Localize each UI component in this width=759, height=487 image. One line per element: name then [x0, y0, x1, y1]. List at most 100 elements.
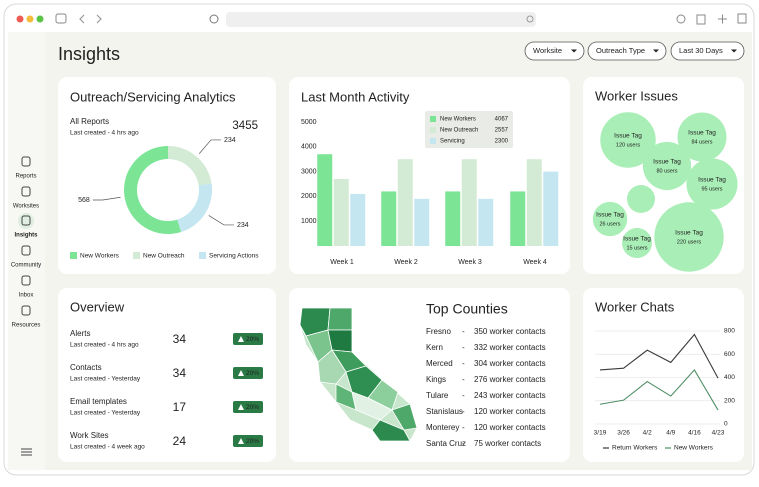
share-icon[interactable] — [696, 14, 706, 25]
legend-label: New Workers — [674, 445, 714, 452]
card-title: Last Month Activity — [301, 89, 410, 104]
county-name: Merced — [426, 359, 453, 368]
tooltip-swatch — [430, 127, 436, 133]
donut-value-label: 568 — [78, 197, 90, 204]
overview-subtitle: Last created - Yesterday — [70, 376, 141, 383]
window-zoom[interactable] — [36, 15, 44, 23]
filter-button[interactable] — [670, 41, 745, 61]
sidebar — [8, 32, 45, 470]
overview-subtitle: Last created - 4 hrs ago — [70, 342, 139, 349]
y-tick-label: 800 — [724, 328, 735, 335]
download-icon[interactable] — [676, 14, 686, 24]
bubble-value-label: 95 users — [701, 186, 722, 192]
y-tick-label: 0 — [724, 421, 728, 428]
y-tick-label: 4000 — [301, 144, 317, 151]
bubble-value-label: 15 users — [626, 245, 647, 251]
x-tick-label: 3/19 — [594, 430, 607, 437]
nav-icon[interactable] — [21, 156, 31, 167]
filter-button[interactable] — [587, 41, 667, 61]
line-series — [599, 333, 719, 379]
tooltip-swatch — [430, 138, 436, 144]
dropdown-caret — [653, 49, 659, 53]
bubble[interactable] — [654, 202, 724, 272]
county-separator: - — [462, 343, 465, 352]
overview-value: 17 — [173, 400, 187, 414]
card-title: Worker Chats — [595, 299, 675, 314]
nav-label: Community — [11, 263, 41, 269]
nav-label: Insights — [14, 233, 38, 239]
line-series — [599, 369, 719, 411]
leader-line — [208, 215, 234, 226]
tooltip-value: 4067 — [495, 117, 509, 123]
bubble[interactable] — [642, 141, 692, 191]
bubble[interactable] — [686, 158, 738, 210]
window-minimize[interactable] — [26, 15, 34, 23]
legend-swatch — [199, 252, 206, 259]
bubble-value-label: 120 users — [616, 142, 640, 148]
county-contacts: 350 worker contacts — [474, 327, 546, 336]
nav-icon[interactable] — [21, 186, 31, 197]
county-separator: - — [462, 423, 465, 432]
sidebar-toggle[interactable] — [55, 13, 67, 24]
county-contacts: 304 worker contacts — [474, 359, 546, 368]
bubble-label: Issue Tag — [614, 133, 642, 140]
active-highlight — [18, 213, 34, 229]
window-close[interactable] — [16, 15, 24, 23]
tooltip-name: New Workers — [440, 117, 476, 123]
overview-value: 34 — [173, 366, 187, 380]
new-tab-icon[interactable] — [718, 14, 727, 24]
county-separator: - — [462, 439, 465, 448]
county-name: Fresno — [426, 327, 451, 336]
bubble-value-label: 26 users — [599, 221, 620, 227]
report-label: All Reports — [70, 117, 109, 126]
page-title: Insights — [58, 44, 120, 64]
up-arrow — [238, 336, 244, 342]
filter-button[interactable] — [524, 41, 585, 61]
nav-icon[interactable] — [21, 305, 31, 316]
x-tick-label: Week 2 — [394, 259, 418, 266]
county-name: Tulare — [426, 391, 449, 400]
legend-swatch — [70, 252, 77, 259]
bubble[interactable] — [592, 201, 628, 237]
nav-label: Resources — [12, 323, 41, 329]
nav-icon[interactable] — [21, 245, 31, 256]
bubble-value-label: 80 users — [656, 168, 677, 174]
nav-icon[interactable] — [21, 215, 31, 226]
bar — [414, 198, 430, 246]
bar — [333, 179, 349, 246]
tooltip-value: 2300 — [495, 139, 509, 145]
x-tick-label: 4/9 — [666, 430, 675, 437]
change-label: 20% — [246, 370, 259, 377]
bubble[interactable] — [677, 112, 727, 162]
overview-name: Email templates — [70, 397, 127, 406]
county-name: Stanislaus — [426, 407, 463, 416]
county-contacts: 276 worker contacts — [474, 375, 546, 384]
bar — [397, 159, 413, 246]
y-tick-label: 1000 — [301, 218, 317, 225]
county-name: Kings — [426, 375, 446, 384]
x-tick-label: 4/16 — [688, 430, 701, 437]
nav-arrows[interactable] — [79, 14, 102, 24]
card-title: Overview — [70, 299, 125, 314]
url-bar[interactable] — [226, 12, 536, 27]
menu-icon[interactable] — [21, 448, 32, 456]
bubble[interactable] — [622, 228, 652, 258]
bubble[interactable] — [600, 112, 656, 168]
up-arrow — [238, 370, 244, 376]
privacy-icon[interactable] — [209, 14, 219, 24]
tooltip-swatch — [430, 116, 436, 122]
overview-subtitle: Last created - 4 week ago — [70, 444, 145, 451]
filter-label: Last 30 Days — [679, 46, 723, 55]
reload-icon[interactable] — [526, 15, 534, 23]
nav-icon[interactable] — [21, 275, 31, 286]
bubble-label: Issue Tag — [623, 236, 651, 243]
bar — [543, 171, 559, 246]
tooltip-value: 2557 — [495, 128, 509, 134]
change-label: 20% — [246, 336, 259, 343]
county-contacts: 332 worker contacts — [474, 343, 546, 352]
tabs-icon[interactable] — [737, 13, 747, 24]
dropdown-caret — [731, 49, 737, 53]
bar — [510, 191, 526, 246]
change-label: 20% — [246, 438, 259, 445]
donut-segment — [123, 146, 182, 235]
